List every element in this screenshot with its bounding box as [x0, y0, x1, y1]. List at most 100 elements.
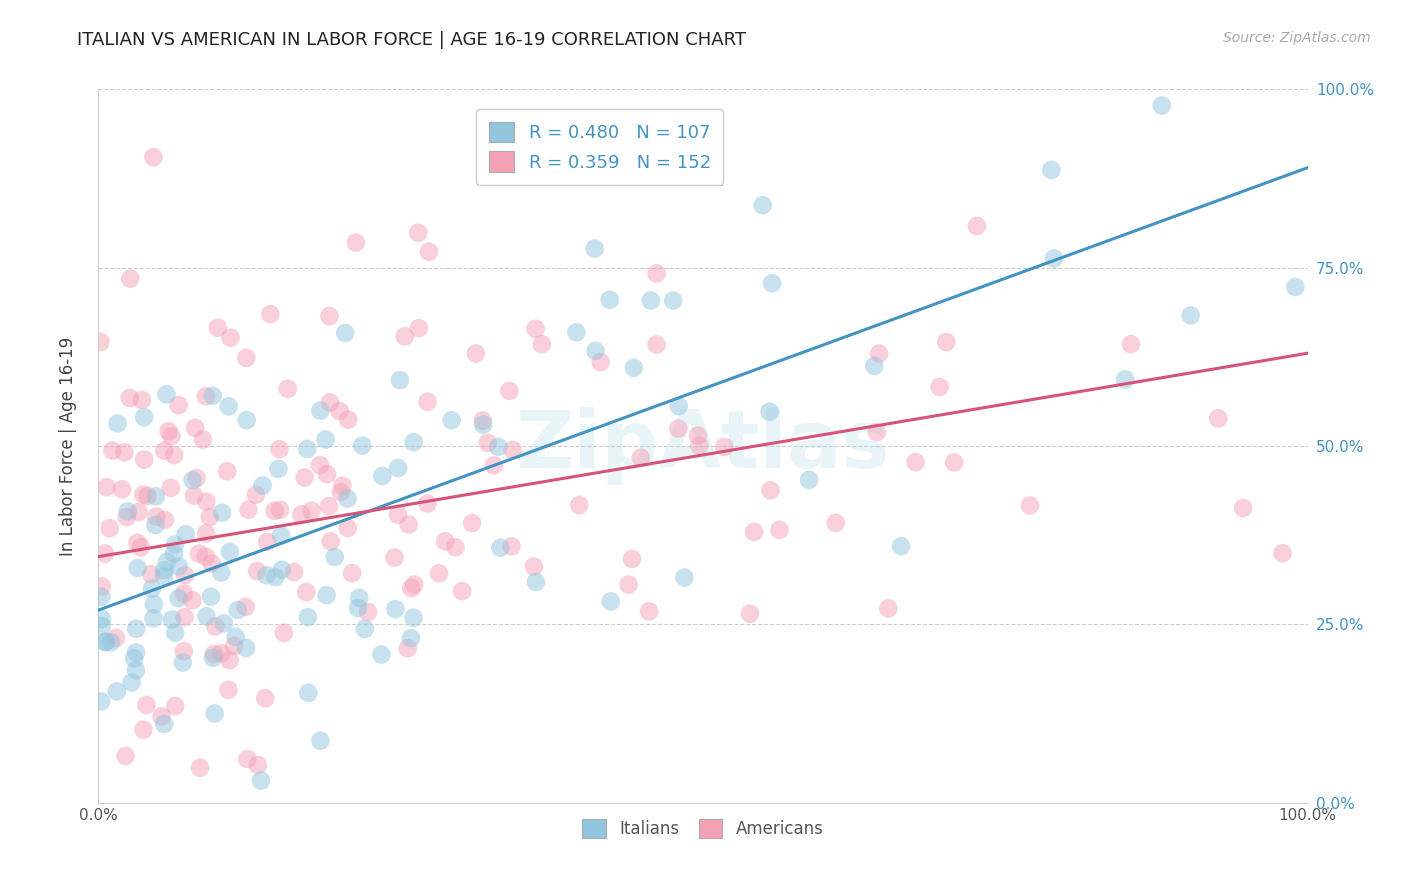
Point	[269, 502, 291, 516]
Point	[290, 508, 312, 522]
Point	[165, 625, 187, 640]
Point	[127, 536, 149, 550]
Point	[890, 539, 912, 553]
Point	[402, 435, 425, 450]
Point	[896, 63, 918, 78]
Point	[125, 622, 148, 636]
Point	[155, 387, 177, 401]
Point	[235, 640, 257, 655]
Point	[157, 424, 180, 438]
Point	[340, 566, 363, 581]
Point	[198, 510, 221, 524]
Point	[387, 461, 409, 475]
Point	[489, 541, 512, 555]
Point	[294, 470, 316, 484]
Point	[1284, 280, 1306, 294]
Point	[183, 489, 205, 503]
Point	[316, 467, 339, 482]
Point	[1114, 372, 1136, 386]
Point	[344, 235, 367, 250]
Point	[387, 508, 409, 522]
Point	[153, 717, 176, 731]
Point	[235, 413, 257, 427]
Point	[117, 504, 139, 518]
Point	[277, 382, 299, 396]
Point	[141, 567, 163, 582]
Point	[315, 433, 337, 447]
Point	[142, 611, 165, 625]
Point	[295, 585, 318, 599]
Point	[246, 758, 269, 772]
Point	[330, 485, 353, 500]
Point	[218, 653, 240, 667]
Point	[440, 413, 463, 427]
Point	[153, 569, 176, 583]
Point	[167, 398, 190, 412]
Point	[1150, 98, 1173, 112]
Point	[309, 403, 332, 417]
Point	[132, 488, 155, 502]
Point	[943, 455, 966, 469]
Point	[398, 517, 420, 532]
Point	[928, 380, 950, 394]
Point	[332, 479, 354, 493]
Point	[209, 646, 232, 660]
Point	[100, 635, 122, 649]
Point	[173, 644, 195, 658]
Point	[263, 504, 285, 518]
Point	[254, 691, 277, 706]
Point	[245, 488, 267, 502]
Point	[434, 534, 457, 549]
Point	[319, 534, 342, 549]
Point	[204, 619, 226, 633]
Point	[114, 748, 136, 763]
Point	[153, 513, 176, 527]
Point	[797, 473, 820, 487]
Point	[209, 566, 232, 580]
Point	[94, 635, 117, 649]
Point	[163, 448, 186, 462]
Point	[201, 557, 224, 571]
Point	[96, 480, 118, 494]
Y-axis label: In Labor Force | Age 16-19: In Labor Force | Age 16-19	[59, 336, 77, 556]
Point	[195, 526, 218, 541]
Point	[165, 537, 187, 551]
Point	[105, 684, 128, 698]
Point	[408, 321, 430, 335]
Point	[163, 547, 186, 561]
Point	[207, 320, 229, 334]
Point	[94, 635, 117, 649]
Point	[145, 489, 167, 503]
Point	[150, 709, 173, 723]
Point	[118, 391, 141, 405]
Point	[167, 559, 190, 574]
Point	[90, 590, 112, 604]
Point	[666, 421, 689, 435]
Point	[758, 405, 780, 419]
Point	[673, 570, 696, 584]
Text: ZipAtlas: ZipAtlas	[516, 407, 890, 485]
Point	[645, 337, 668, 351]
Point	[877, 601, 900, 615]
Point	[523, 559, 546, 574]
Point	[204, 706, 226, 721]
Point	[160, 613, 183, 627]
Point	[318, 309, 340, 323]
Point	[269, 442, 291, 457]
Point	[267, 462, 290, 476]
Point	[202, 647, 225, 661]
Point	[530, 337, 553, 351]
Point	[384, 602, 406, 616]
Point	[565, 326, 588, 340]
Point	[90, 694, 112, 708]
Point	[142, 598, 165, 612]
Point	[156, 555, 179, 569]
Point	[127, 561, 149, 575]
Point	[217, 464, 239, 478]
Point	[252, 478, 274, 492]
Point	[186, 471, 208, 485]
Point	[238, 502, 260, 516]
Point	[222, 639, 245, 653]
Point	[159, 481, 181, 495]
Point	[174, 568, 197, 582]
